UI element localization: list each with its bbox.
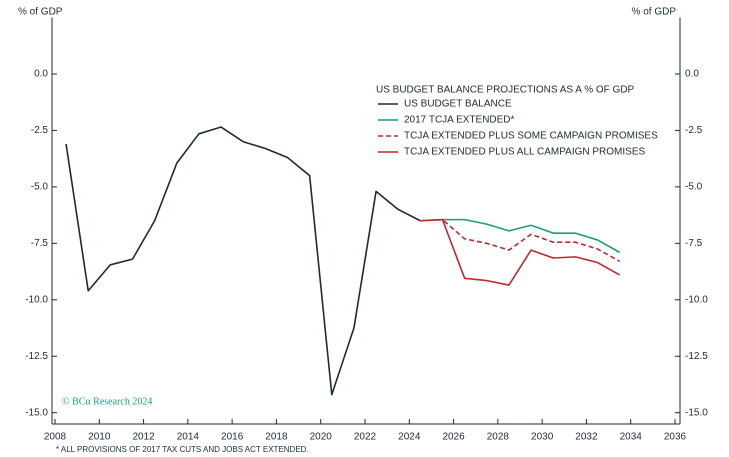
x-tick-label: 2014 bbox=[177, 432, 200, 443]
y-tick-label: -7.5 bbox=[685, 238, 703, 249]
y-tick-label: -7.5 bbox=[31, 238, 49, 249]
x-tick-label: 2012 bbox=[132, 432, 155, 443]
x-tick-label: 2024 bbox=[398, 432, 421, 443]
legend-label: TCJA EXTENDED PLUS ALL CAMPAIGN PROMISES bbox=[404, 147, 646, 158]
y-tick-label: -15.0 bbox=[25, 407, 48, 418]
y-tick-label: -10.0 bbox=[685, 294, 708, 305]
series-line bbox=[420, 218, 621, 263]
legend-label: US BUDGET BALANCE bbox=[404, 99, 512, 110]
legend: US BUDGET BALANCE PROJECTIONS AS A % OF … bbox=[376, 85, 658, 158]
y-tick-label: -2.5 bbox=[685, 125, 703, 136]
y-axis-label: % of GDP bbox=[632, 7, 677, 18]
x-tick-label: 2010 bbox=[88, 432, 111, 443]
x-tick-label: 2018 bbox=[265, 432, 288, 443]
footnote: * ALL PROVISIONS OF 2017 TAX CUTS AND JO… bbox=[56, 445, 309, 454]
y-tick-label: -10.0 bbox=[25, 294, 48, 305]
x-tick-label: 2034 bbox=[620, 432, 643, 443]
y-tick-label: -12.5 bbox=[25, 351, 48, 362]
x-tick-label: 2022 bbox=[354, 432, 377, 443]
y-tick-label: -2.5 bbox=[31, 125, 49, 136]
legend-label: TCJA EXTENDED PLUS SOME CAMPAIGN PROMISE… bbox=[404, 131, 658, 142]
x-tick-label: 2016 bbox=[221, 432, 244, 443]
legend-title: US BUDGET BALANCE PROJECTIONS AS A % OF … bbox=[376, 85, 635, 96]
x-tick-label: 2026 bbox=[442, 432, 465, 443]
y-tick-label: -12.5 bbox=[685, 351, 708, 362]
y-tick-label: -5.0 bbox=[685, 182, 703, 193]
x-tick-label: 2028 bbox=[487, 432, 510, 443]
x-tick-label: 2036 bbox=[664, 432, 687, 443]
series-line bbox=[420, 218, 621, 286]
x-tick-label: 2020 bbox=[310, 432, 333, 443]
series-line bbox=[420, 218, 621, 254]
series-line bbox=[65, 126, 421, 396]
y-tick-label: 0.0 bbox=[685, 69, 699, 80]
watermark: © BCα Research 2024 bbox=[62, 396, 152, 407]
y-tick-label: -5.0 bbox=[31, 182, 49, 193]
x-tick-label: 2030 bbox=[531, 432, 554, 443]
x-tick-label: 2008 bbox=[44, 432, 67, 443]
x-tick-label: 2032 bbox=[575, 432, 598, 443]
y-tick-label: -15.0 bbox=[685, 407, 708, 418]
legend-label: 2017 TCJA EXTENDED* bbox=[404, 115, 515, 126]
y-tick-label: 0.0 bbox=[34, 69, 48, 80]
y-axis-label: % of GDP bbox=[18, 7, 63, 18]
